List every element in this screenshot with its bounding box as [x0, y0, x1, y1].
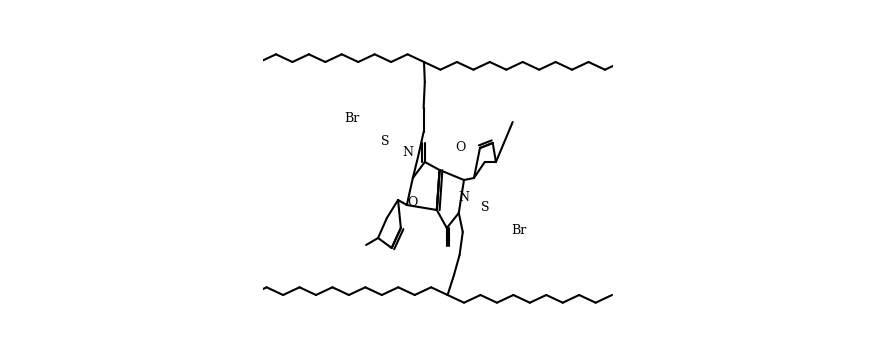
- Text: S: S: [380, 135, 389, 148]
- Text: Br: Br: [511, 224, 526, 237]
- Text: N: N: [459, 191, 470, 204]
- Text: S: S: [481, 201, 490, 214]
- Text: Br: Br: [344, 112, 360, 126]
- Text: O: O: [455, 141, 465, 154]
- Text: O: O: [407, 196, 418, 210]
- Text: N: N: [403, 146, 413, 159]
